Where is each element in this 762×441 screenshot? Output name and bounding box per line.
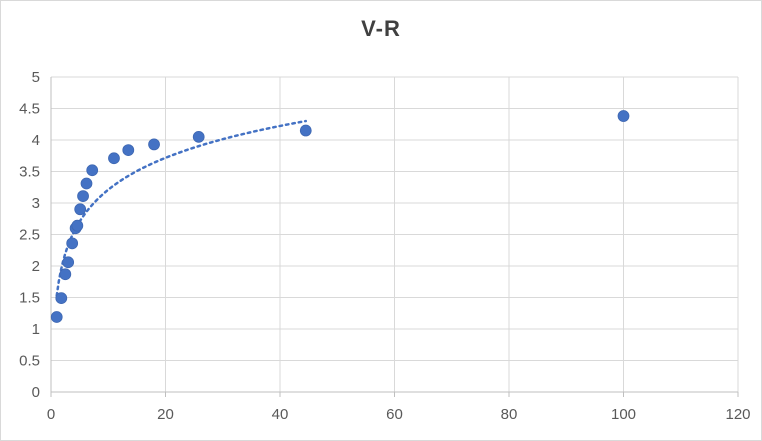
chart-title: V-R: [361, 16, 401, 41]
data-point: [74, 203, 87, 216]
data-point: [86, 164, 99, 177]
data-point: [148, 138, 160, 151]
data-point: [122, 144, 135, 156]
x-tick-label: 120: [725, 406, 750, 423]
data-point: [77, 190, 89, 202]
x-tick-label: 100: [611, 406, 636, 423]
y-tick-label: 0.5: [19, 353, 40, 370]
y-tick-label: 3.5: [19, 164, 40, 181]
data-point: [59, 268, 72, 281]
trendline-layer: [55, 119, 308, 297]
x-tick-label: 40: [272, 406, 289, 423]
data-point: [71, 219, 84, 232]
data-point: [192, 130, 205, 143]
data-point: [62, 256, 75, 269]
x-tick-label: 80: [501, 406, 518, 423]
data-point: [299, 124, 312, 137]
y-tick-label: 1.5: [19, 290, 40, 307]
data-point: [108, 152, 120, 165]
y-tick-label: 3: [32, 195, 40, 212]
grid-lines: [51, 76, 739, 392]
x-tick-label: 20: [157, 406, 174, 423]
axes: [50, 77, 739, 397]
y-tick-label: 5: [32, 69, 40, 86]
x-tick-label: 60: [386, 406, 403, 423]
data-point: [50, 311, 63, 323]
data-points: [50, 110, 630, 323]
data-point: [617, 110, 630, 122]
y-tick-label: 1: [32, 321, 40, 338]
y-tick-label: 0: [32, 384, 40, 401]
y-tick-label: 4.5: [19, 101, 40, 118]
y-tick-label: 4: [32, 132, 40, 149]
data-point: [80, 177, 93, 190]
data-point: [55, 292, 68, 305]
y-tick-label: 2.5: [19, 227, 40, 244]
tick-labels: 0 0.5 1 1.5 2 2.5 3 3.5 4 4.5 5 0 20 40 60 80 100 120: [19, 69, 750, 423]
trendline: [55, 119, 308, 297]
y-tick-label: 2: [32, 258, 40, 275]
data-point: [66, 237, 79, 250]
x-tick-label: 0: [47, 406, 55, 423]
